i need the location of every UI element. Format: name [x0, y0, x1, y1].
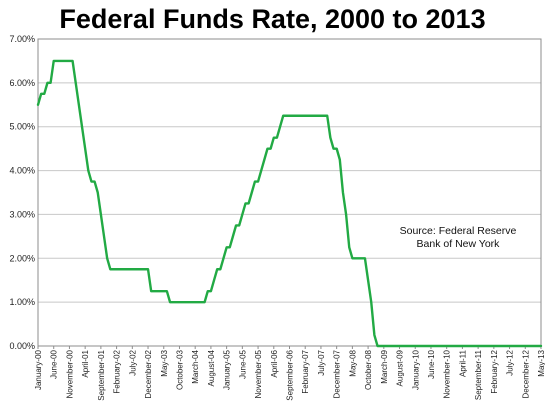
x-tick-label: June-10: [427, 349, 436, 378]
y-tick-label: 2.00%: [9, 253, 35, 263]
x-tick-labels: January-00 June-00 November-00 April-01 Sept…: [34, 349, 545, 400]
source-annotation: Source: Federal Reserve: [400, 225, 517, 237]
x-tick-label: December-07: [333, 349, 342, 398]
x-tick-label: September-06: [286, 349, 295, 400]
y-tick-labels: 0.00% 1.00% 2.00% 3.00% 4.00% 5.00% 6.00% 7.00%: [9, 34, 35, 351]
x-tick-label: December-02: [144, 349, 153, 398]
x-tick-label: July-07: [317, 349, 326, 375]
y-tick-label: 5.00%: [9, 122, 35, 132]
x-tick-label: May-13: [537, 349, 545, 376]
x-tick-label: July-12: [506, 349, 515, 375]
chart-title: Federal Funds Rate, 2000 to 2013: [59, 4, 486, 34]
x-tick-label: October-03: [175, 349, 184, 390]
y-tick-label: 4.00%: [9, 166, 35, 176]
x-tick-label: December-12: [521, 349, 530, 398]
x-tick-label: March-04: [191, 349, 200, 383]
x-tick-label: May-03: [160, 349, 169, 376]
series-layer: [36, 59, 543, 348]
y-tick-label: 6.00%: [9, 78, 35, 88]
x-tick-label: January-00: [34, 349, 43, 390]
series-line: [36, 59, 543, 348]
x-tick-label: November-05: [254, 349, 263, 398]
x-tick-label: November-10: [443, 349, 452, 398]
x-tick-label: May-08: [348, 349, 357, 376]
x-tick-label: February-07: [301, 349, 310, 393]
x-tick-label: April-01: [81, 349, 90, 377]
y-tick-label: 1.00%: [9, 297, 35, 307]
x-tick-label: August-04: [207, 349, 216, 386]
x-tick-label: November-00: [65, 349, 74, 398]
x-tick-label: January-10: [411, 349, 420, 390]
grid-layer: [38, 38, 541, 347]
y-tick-label: 0.00%: [9, 341, 35, 351]
x-tick-label: April-06: [270, 349, 279, 377]
x-tick-label: June-05: [238, 349, 247, 378]
source-annotation: Bank of New York: [417, 238, 501, 250]
x-tick-label: September-01: [97, 349, 106, 400]
axis-layer: [37, 38, 542, 349]
x-tick-label: January-05: [223, 349, 232, 390]
y-tick-label: 3.00%: [9, 209, 35, 219]
x-tick-label: October-08: [364, 349, 373, 390]
x-tick-label: July-02: [128, 349, 137, 375]
x-tick-label: February-12: [490, 349, 499, 393]
x-tick-label: August-09: [396, 349, 405, 386]
y-tick-label: 7.00%: [9, 34, 35, 44]
x-tick-label: February-02: [113, 349, 122, 393]
x-tick-label: April-11: [458, 349, 467, 377]
x-tick-label: September-11: [474, 349, 483, 400]
plot-area-border: [37, 38, 542, 347]
x-tick-label: June-00: [50, 349, 59, 378]
x-tick-label: March-09: [380, 349, 389, 383]
